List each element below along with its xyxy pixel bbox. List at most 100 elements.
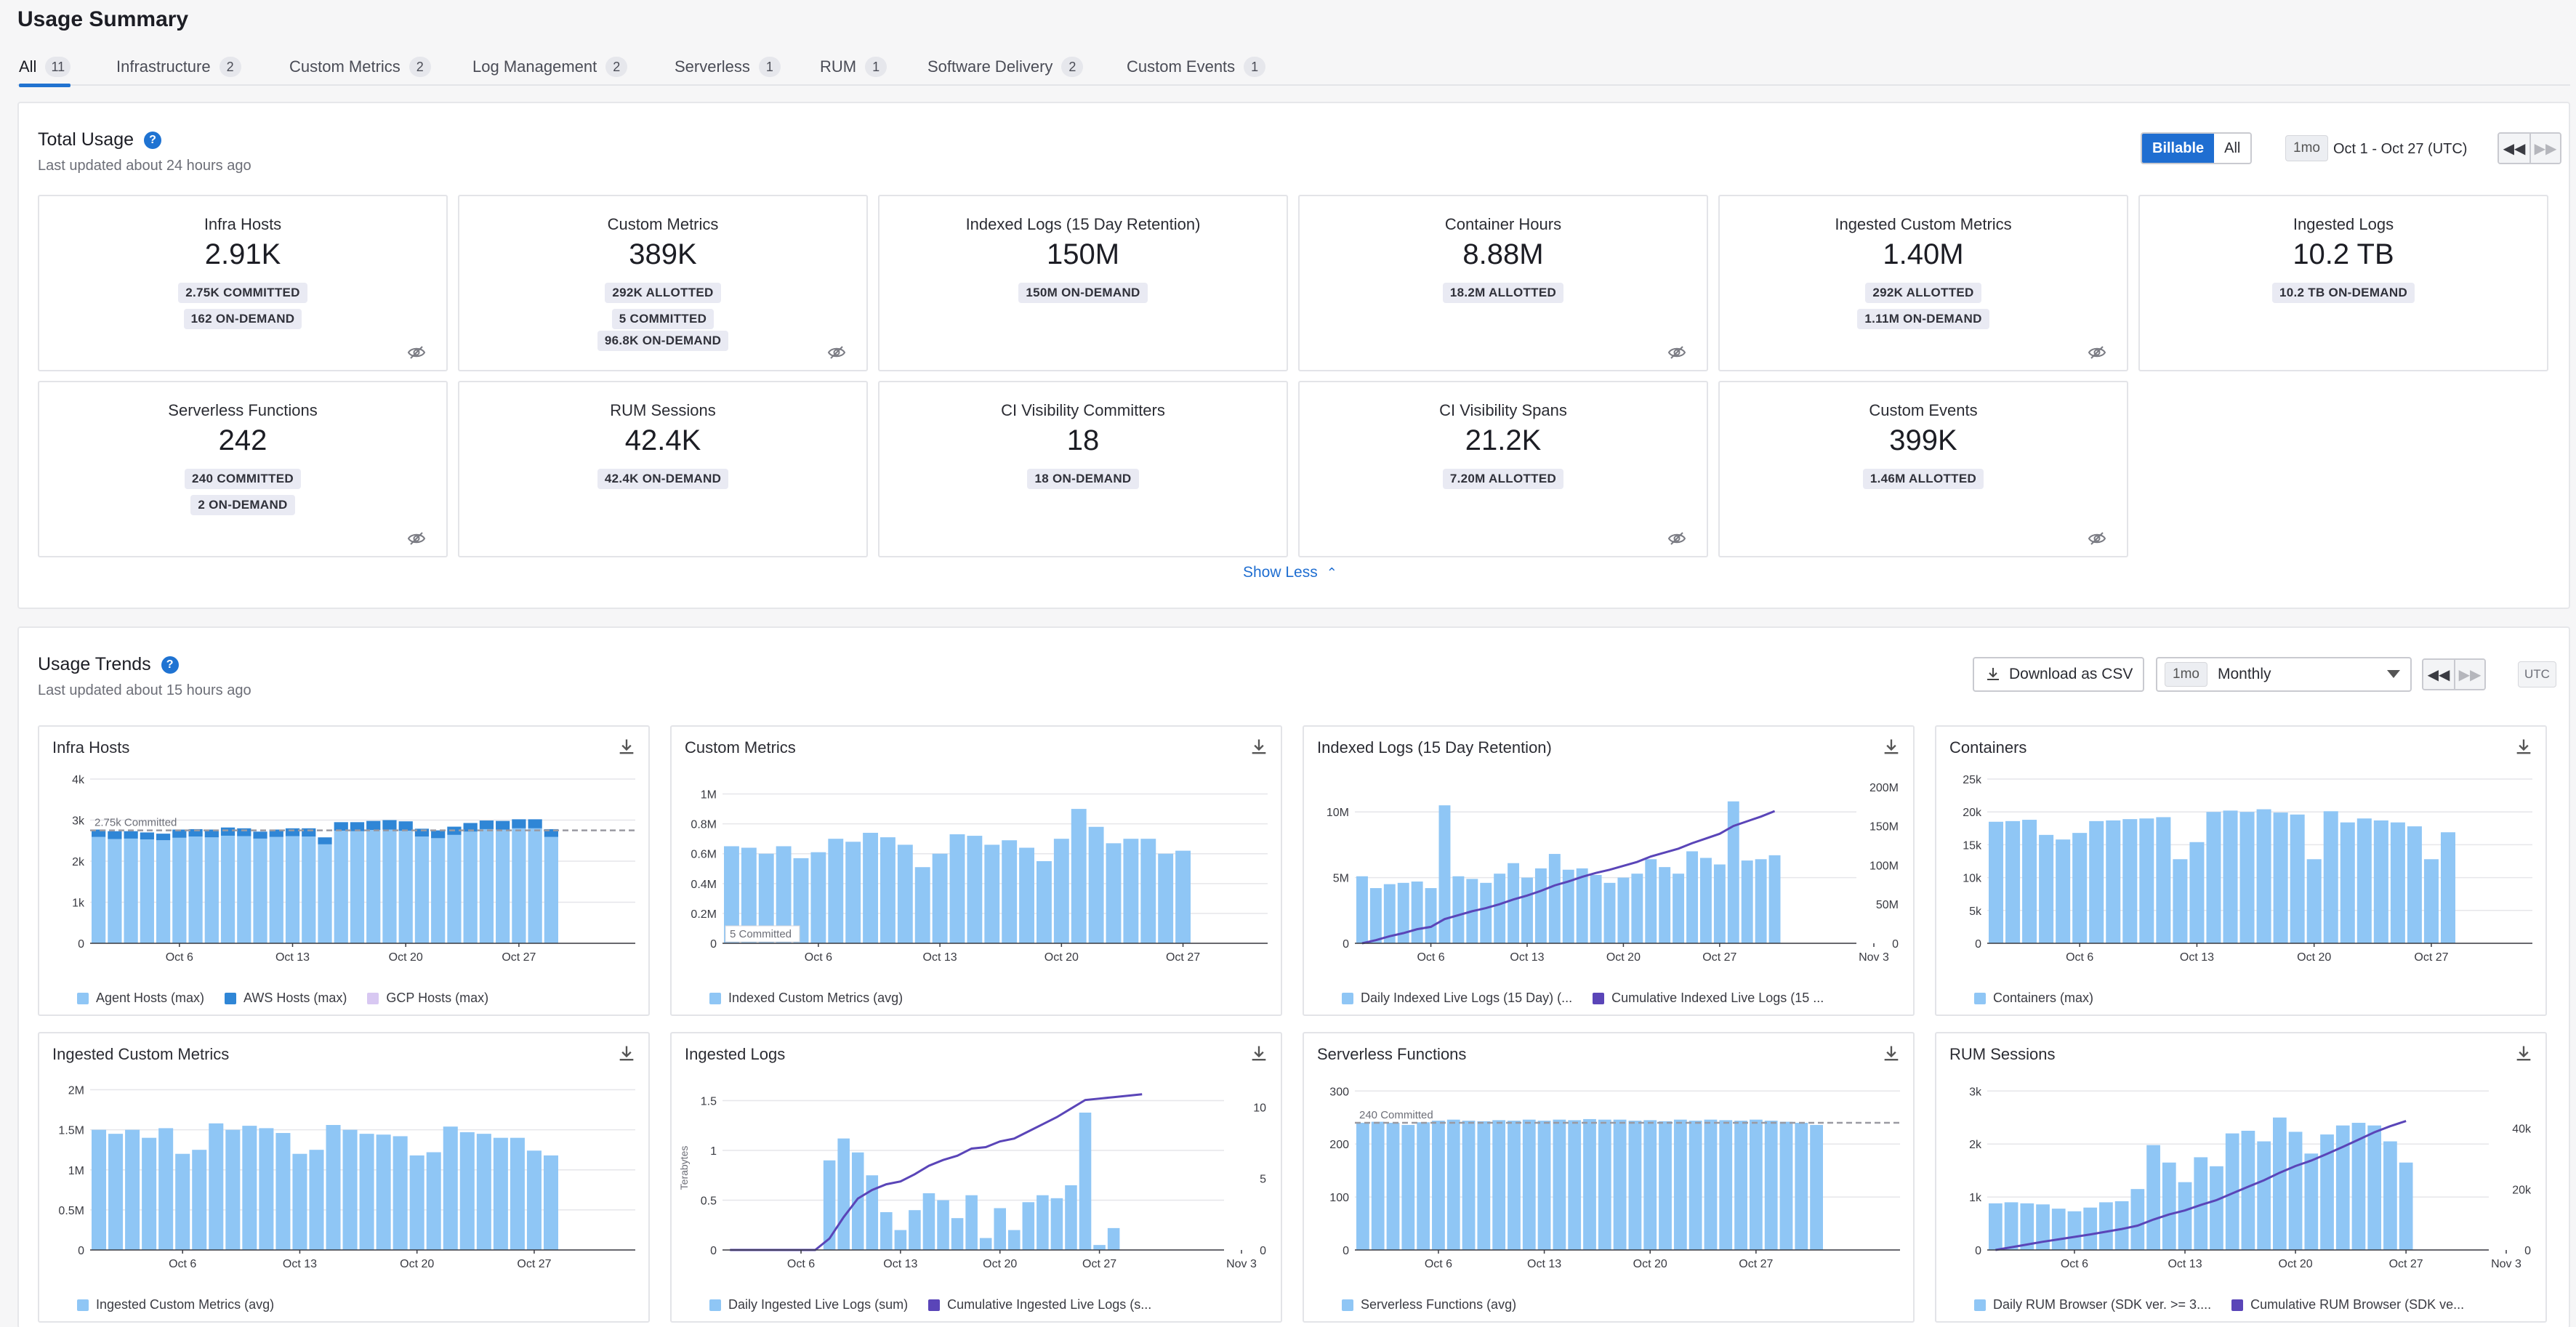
tab-log-management[interactable]: Log Management 2 [472, 51, 628, 83]
bar[interactable] [2373, 820, 2388, 943]
bar[interactable] [1438, 805, 1451, 943]
bar[interactable] [220, 827, 236, 836]
bar[interactable] [459, 1132, 475, 1250]
bar[interactable] [125, 1129, 140, 1250]
usage-card[interactable]: Serverless Functions 242 240 COMMITTED 2 ON… [38, 381, 448, 557]
bar[interactable] [510, 1137, 525, 1250]
bar[interactable] [209, 1123, 224, 1250]
next-range-icon[interactable]: ▶▶ [2529, 134, 2560, 163]
bar[interactable] [2367, 1125, 2382, 1250]
bar[interactable] [156, 840, 171, 943]
series-line[interactable] [1995, 1120, 2407, 1251]
usage-card[interactable]: CI Visibility Spans 21.2K 7.20M ALLOTTED [1298, 381, 1708, 557]
bar[interactable] [2162, 1162, 2176, 1250]
eye-slash-icon[interactable] [827, 345, 846, 360]
bar[interactable] [1065, 1185, 1077, 1250]
bar[interactable] [1123, 839, 1139, 943]
bar[interactable] [866, 1175, 879, 1250]
bar[interactable] [309, 1150, 324, 1250]
bar[interactable] [1628, 1121, 1642, 1250]
bar[interactable] [1603, 882, 1616, 943]
bar[interactable] [1659, 1121, 1672, 1250]
bar[interactable] [253, 838, 267, 943]
bar[interactable] [431, 838, 446, 943]
bar[interactable] [1521, 877, 1533, 943]
usage-card[interactable]: Indexed Logs (15 Day Retention) 150M 150M … [878, 195, 1288, 371]
bar[interactable] [2114, 1201, 2129, 1250]
bar[interactable] [2146, 1145, 2160, 1250]
bar[interactable] [269, 829, 283, 837]
bar[interactable] [220, 835, 236, 943]
bar[interactable] [2241, 1130, 2255, 1250]
legend-item[interactable]: Containers (max) [1974, 991, 2093, 1006]
bar[interactable] [1673, 874, 1685, 943]
bar[interactable] [1989, 821, 2004, 943]
bar[interactable] [2051, 1209, 2066, 1250]
bar[interactable] [1659, 867, 1671, 943]
tab-all[interactable]: All 11 [19, 51, 71, 87]
bar[interactable] [318, 837, 332, 844]
download-icon[interactable] [616, 737, 637, 757]
bar[interactable] [2239, 812, 2255, 943]
bar[interactable] [2139, 818, 2154, 943]
bar[interactable] [724, 846, 739, 943]
bar[interactable] [496, 829, 510, 943]
bar[interactable] [175, 1153, 190, 1250]
bar[interactable] [382, 829, 397, 943]
bar[interactable] [2106, 820, 2121, 943]
bar[interactable] [741, 847, 757, 943]
bar[interactable] [302, 836, 316, 943]
bar[interactable] [1553, 1119, 1566, 1250]
bar[interactable] [92, 1129, 107, 1250]
bar[interactable] [172, 837, 187, 943]
bar[interactable] [302, 828, 316, 837]
tab-rum[interactable]: RUM 1 [820, 51, 887, 83]
legend-item[interactable]: Ingested Custom Metrics (avg) [77, 1297, 274, 1312]
legend-item[interactable]: Cumulative Indexed Live Logs (15 ... [1593, 991, 1824, 1006]
bar[interactable] [1140, 839, 1156, 943]
bar[interactable] [2189, 842, 2205, 943]
bar[interactable] [2089, 820, 2104, 943]
bar[interactable] [2194, 1157, 2208, 1250]
bar[interactable] [242, 1126, 257, 1250]
usage-card[interactable]: Infra Hosts 2.91K 2.75K COMMITTED 162 ON-DE… [38, 195, 448, 371]
bar[interactable] [2273, 1117, 2287, 1250]
bar[interactable] [837, 1138, 850, 1250]
bar[interactable] [1713, 864, 1726, 943]
bar[interactable] [259, 1128, 274, 1250]
bar[interactable] [1050, 1198, 1063, 1250]
bar[interactable] [828, 839, 844, 943]
bar[interactable] [285, 836, 300, 943]
bar[interactable] [2223, 810, 2238, 943]
bar[interactable] [1452, 876, 1465, 943]
bar[interactable] [1175, 850, 1191, 943]
bar[interactable] [2072, 833, 2088, 943]
bar[interactable] [124, 831, 138, 839]
bar[interactable] [1537, 1121, 1551, 1250]
bar[interactable] [292, 1153, 307, 1250]
download-icon[interactable] [2513, 1044, 2534, 1064]
bar[interactable] [1037, 1195, 1049, 1250]
bar[interactable] [1617, 877, 1630, 943]
bar[interactable] [479, 820, 494, 829]
help-icon[interactable]: ? [144, 131, 162, 149]
bar[interactable] [92, 829, 106, 837]
bar[interactable] [1356, 876, 1368, 943]
bar[interactable] [275, 1133, 291, 1250]
bar[interactable] [2056, 839, 2071, 943]
next-period-icon[interactable]: ▶▶ [2454, 660, 2484, 689]
bar[interactable] [2399, 1162, 2413, 1250]
bar[interactable] [1741, 860, 1753, 943]
legend-item[interactable]: Agent Hosts (max) [77, 991, 204, 1006]
bar[interactable] [965, 1195, 978, 1250]
bar[interactable] [1576, 868, 1588, 943]
bar[interactable] [544, 828, 558, 837]
bar[interactable] [2067, 1211, 2082, 1250]
bar[interactable] [2356, 818, 2372, 943]
bar[interactable] [1106, 843, 1122, 943]
bar[interactable] [1727, 801, 1739, 943]
bar[interactable] [225, 1129, 241, 1250]
tab-custom-events[interactable]: Custom Events 1 [1127, 51, 1266, 83]
bar[interactable] [2323, 811, 2338, 943]
bar[interactable] [1734, 1121, 1747, 1250]
